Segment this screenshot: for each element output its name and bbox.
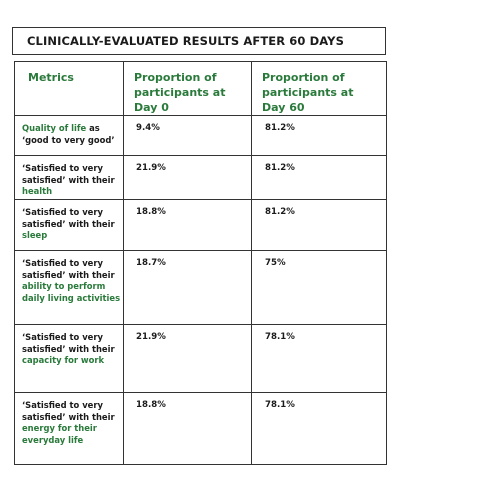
metric-cell: Quality of life as ‘good to very good’	[14, 115, 124, 156]
metric-text: ‘Satisfied to very satisfied’ with their	[22, 258, 115, 280]
day0-value: 18.8%	[123, 199, 252, 251]
day60-value: 75%	[251, 250, 387, 325]
table-header-row: Metrics Proportion of participants at Da…	[14, 61, 387, 116]
metric-cell: ‘Satisfied to very satisfied’ with their…	[14, 324, 124, 393]
results-table: Metrics Proportion of participants at Da…	[14, 61, 387, 465]
header-day60-label: Proportion of participants at Day 60	[262, 71, 354, 114]
day0-value: 21.9%	[123, 155, 252, 200]
metric-text-post: as ‘good to very good’	[22, 123, 115, 145]
metric-cell: ‘Satisfied to very satisfied’ with their…	[14, 392, 124, 465]
metric-cell: ‘Satisfied to very satisfied’ with their…	[14, 199, 124, 251]
header-day0-label: Proportion of participants at Day 0	[134, 71, 226, 114]
header-day60: Proportion of participants at Day 60	[251, 61, 387, 116]
title-box: CLINICALLY-EVALUATED RESULTS AFTER 60 DA…	[12, 27, 386, 55]
header-metrics-label: Metrics	[28, 71, 74, 84]
day0-value: 21.9%	[123, 324, 252, 393]
metric-highlight: Quality of life	[22, 123, 87, 133]
metric-cell: ‘Satisfied to very satisfied’ with their…	[14, 250, 124, 325]
header-metrics: Metrics	[14, 61, 124, 116]
table-row: ‘Satisfied to very satisfied’ with their…	[14, 392, 387, 465]
day60-value: 81.2%	[251, 115, 387, 156]
metric-text: ‘Satisfied to very satisfied’ with their	[22, 163, 115, 185]
table-row: ‘Satisfied to very satisfied’ with their…	[14, 324, 387, 393]
header-day0: Proportion of participants at Day 0	[123, 61, 252, 116]
table-row: Quality of life as ‘good to very good’ 9…	[14, 115, 387, 156]
metric-text: ‘Satisfied to very satisfied’ with their	[22, 207, 115, 229]
table-row: ‘Satisfied to very satisfied’ with their…	[14, 199, 387, 251]
table-row: ‘Satisfied to very satisfied’ with their…	[14, 250, 387, 325]
day60-value: 78.1%	[251, 324, 387, 393]
metric-text: ‘Satisfied to very satisfied’ with their	[22, 332, 115, 354]
metric-highlight: sleep	[22, 230, 48, 240]
metric-highlight: energy for their everyday life	[22, 423, 97, 445]
table-row: ‘Satisfied to very satisfied’ with their…	[14, 155, 387, 200]
metric-highlight: capacity for work	[22, 355, 105, 365]
metric-cell: ‘Satisfied to very satisfied’ with their…	[14, 155, 124, 200]
day60-value: 81.2%	[251, 155, 387, 200]
metric-highlight: health	[22, 186, 53, 196]
day0-value: 18.8%	[123, 392, 252, 465]
day60-value: 78.1%	[251, 392, 387, 465]
day60-value: 81.2%	[251, 199, 387, 251]
metric-text: ‘Satisfied to very satisfied’ with their	[22, 400, 115, 422]
day0-value: 9.4%	[123, 115, 252, 156]
page-title: CLINICALLY-EVALUATED RESULTS AFTER 60 DA…	[27, 34, 344, 48]
day0-value: 18.7%	[123, 250, 252, 325]
metric-highlight: ability to perform daily living activiti…	[22, 281, 121, 303]
